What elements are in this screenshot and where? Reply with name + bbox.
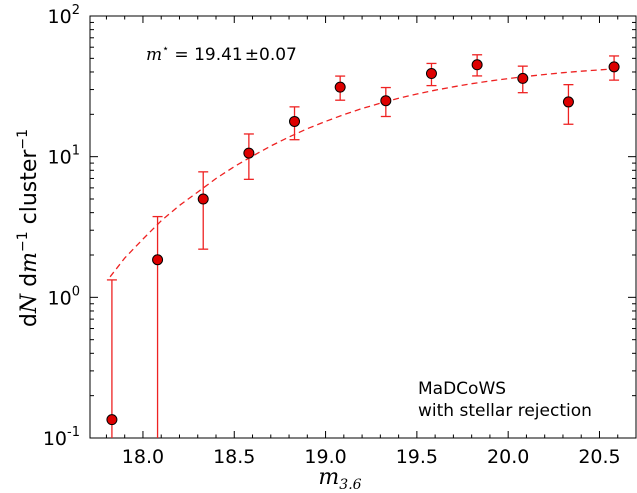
x-tick-label: 18.5 — [213, 446, 255, 468]
y-axis: 10-1 100 101 102 — [43, 3, 636, 450]
x-tick-label: 20.5 — [578, 446, 620, 468]
mstar-pm: ± — [245, 45, 259, 65]
mstar-annotation: m⋆ = 19.41 ±0.07 — [146, 42, 297, 65]
y-label-cluster: cluster — [17, 149, 42, 232]
data-point — [289, 115, 301, 127]
plot-area — [89, 15, 637, 439]
plot-frame — [89, 15, 637, 439]
x-label-sub: 3.6 — [339, 477, 361, 493]
x-label-base: m — [318, 465, 339, 490]
data-point — [243, 147, 255, 159]
data-point — [334, 81, 346, 93]
fit-curve-layer — [109, 68, 615, 278]
mstar-sup: ⋆ — [162, 42, 169, 55]
y-tick-label: 100 — [48, 284, 80, 309]
x-tick-label: 20.0 — [487, 446, 529, 468]
y-label-N: N — [17, 293, 42, 314]
y-tick-label: 101 — [48, 144, 80, 169]
mstar-value: = 19.41 — [169, 45, 243, 65]
y-label-exp1: −1 — [15, 231, 31, 252]
data-point — [152, 254, 164, 266]
data-point — [471, 59, 483, 71]
data-point — [197, 193, 209, 205]
annotation-line-2: with stellar rejection — [418, 401, 592, 421]
data-point — [425, 68, 437, 80]
y-label-d2: d — [17, 273, 42, 294]
y-label-m: m — [17, 252, 42, 273]
x-tick-label: 19.5 — [396, 446, 438, 468]
data-point — [106, 414, 118, 426]
data-point — [517, 72, 529, 84]
y-label-d1: d — [17, 313, 42, 327]
y-tick-label: 10-1 — [43, 425, 80, 450]
y-axis-label: dN dm−1 cluster−1 — [15, 129, 42, 327]
fit-curve — [109, 68, 615, 278]
mstar-symbol: m — [146, 45, 162, 65]
data-point-layer — [106, 59, 620, 426]
data-point — [562, 96, 574, 108]
errorbar-layer — [106, 54, 620, 438]
x-axis: 18.0 18.5 19.0 19.5 20.0 20.5 — [105, 16, 621, 468]
x-tick-label: 19.0 — [304, 446, 346, 468]
x-tick-label: 18.0 — [122, 446, 164, 468]
mstar-err: 0.07 — [259, 45, 297, 65]
data-point — [380, 95, 392, 107]
y-tick-label: 102 — [48, 3, 80, 28]
data-point — [608, 61, 620, 73]
y-label-exp2: −1 — [15, 129, 31, 150]
annotation-line-1: MaDCoWS — [418, 379, 506, 399]
x-axis-label: m3.6 — [318, 465, 361, 493]
